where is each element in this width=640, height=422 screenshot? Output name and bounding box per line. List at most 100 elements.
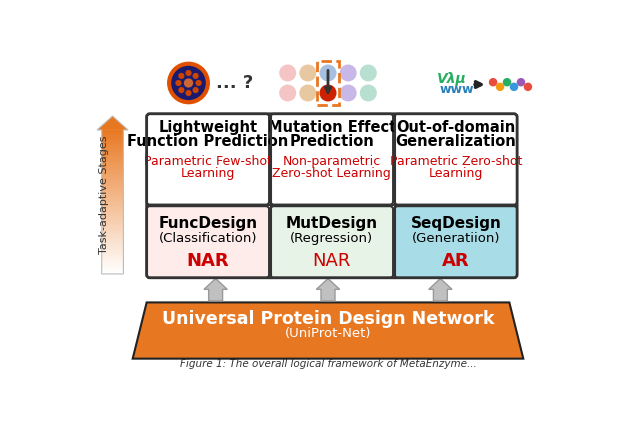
Polygon shape <box>429 279 452 301</box>
Circle shape <box>524 83 532 91</box>
Text: MutDesign: MutDesign <box>286 216 378 230</box>
Circle shape <box>300 65 316 81</box>
Circle shape <box>319 84 337 101</box>
FancyBboxPatch shape <box>147 114 269 205</box>
Circle shape <box>496 83 504 91</box>
Circle shape <box>186 70 191 76</box>
Circle shape <box>340 84 356 101</box>
Text: NAR: NAR <box>187 252 229 270</box>
Bar <box>102 157 124 159</box>
Bar <box>102 209 124 211</box>
Bar <box>102 173 124 175</box>
Circle shape <box>340 65 356 81</box>
FancyBboxPatch shape <box>271 206 393 278</box>
Bar <box>102 189 124 191</box>
Bar <box>102 137 124 139</box>
Polygon shape <box>132 303 524 359</box>
Text: www: www <box>440 83 474 96</box>
Circle shape <box>179 73 184 79</box>
Bar <box>102 203 124 206</box>
Bar <box>102 218 124 220</box>
FancyBboxPatch shape <box>395 114 517 205</box>
Text: Parametric Zero-shot: Parametric Zero-shot <box>390 155 522 168</box>
Bar <box>102 236 124 238</box>
Bar <box>102 146 124 148</box>
Circle shape <box>509 83 518 91</box>
Circle shape <box>193 87 199 93</box>
Bar <box>102 239 124 241</box>
Bar <box>102 182 124 184</box>
Bar <box>102 164 124 166</box>
Text: NAR: NAR <box>313 252 351 270</box>
Bar <box>102 238 124 240</box>
Bar <box>102 135 124 137</box>
Bar <box>102 246 124 249</box>
Circle shape <box>360 84 377 101</box>
Bar <box>102 198 124 200</box>
Text: (Regression): (Regression) <box>291 232 373 245</box>
Text: Prediction: Prediction <box>289 134 374 149</box>
Bar <box>102 214 124 216</box>
Bar <box>102 257 124 260</box>
Text: Zero-shot Learning: Zero-shot Learning <box>273 168 391 180</box>
Text: Task-adaptive Stages: Task-adaptive Stages <box>99 136 109 254</box>
Bar <box>102 192 124 195</box>
Bar <box>102 230 124 233</box>
Circle shape <box>279 65 296 81</box>
FancyBboxPatch shape <box>271 114 393 205</box>
Text: (UniProt-Net): (UniProt-Net) <box>285 327 371 341</box>
Bar <box>102 187 124 189</box>
Bar <box>102 142 124 144</box>
Bar <box>102 243 124 245</box>
Bar <box>102 202 124 204</box>
Bar <box>102 138 124 141</box>
Circle shape <box>489 78 497 87</box>
Bar <box>102 155 124 157</box>
Bar <box>102 223 124 225</box>
Bar <box>102 234 124 236</box>
Bar <box>102 256 124 258</box>
Bar <box>102 266 124 268</box>
Text: (Generatiion): (Generatiion) <box>412 232 500 245</box>
Circle shape <box>186 90 191 96</box>
Circle shape <box>195 80 202 86</box>
Bar <box>102 207 124 209</box>
Bar <box>102 178 124 180</box>
Bar <box>102 270 124 272</box>
Bar <box>102 249 124 251</box>
Circle shape <box>319 65 337 81</box>
FancyBboxPatch shape <box>395 206 517 278</box>
Bar <box>102 241 124 243</box>
Bar <box>102 162 124 164</box>
Bar <box>102 229 124 231</box>
Bar <box>317 62 339 105</box>
Text: Learning: Learning <box>429 168 483 180</box>
Bar <box>102 195 124 197</box>
Bar <box>102 165 124 168</box>
Bar <box>102 268 124 271</box>
Text: Function Prediction: Function Prediction <box>127 134 289 149</box>
Text: Learning: Learning <box>180 168 235 180</box>
Bar <box>102 133 124 135</box>
Bar <box>102 205 124 207</box>
Bar <box>102 254 124 256</box>
Text: SeqDesign: SeqDesign <box>410 216 501 230</box>
Text: Vλμ: Vλμ <box>437 72 467 86</box>
Text: Parametric Few-shot: Parametric Few-shot <box>144 155 272 168</box>
Bar <box>102 151 124 153</box>
Bar <box>102 265 124 267</box>
Bar <box>102 250 124 252</box>
Bar <box>102 180 124 182</box>
Circle shape <box>169 64 208 102</box>
Bar <box>102 168 124 170</box>
Bar <box>102 169 124 171</box>
Text: Generalization: Generalization <box>396 134 516 149</box>
Bar <box>102 261 124 263</box>
Polygon shape <box>204 279 227 301</box>
Bar <box>102 259 124 261</box>
Circle shape <box>193 73 199 79</box>
Circle shape <box>300 84 316 101</box>
Polygon shape <box>97 116 128 130</box>
Circle shape <box>360 65 377 81</box>
Bar <box>102 149 124 151</box>
